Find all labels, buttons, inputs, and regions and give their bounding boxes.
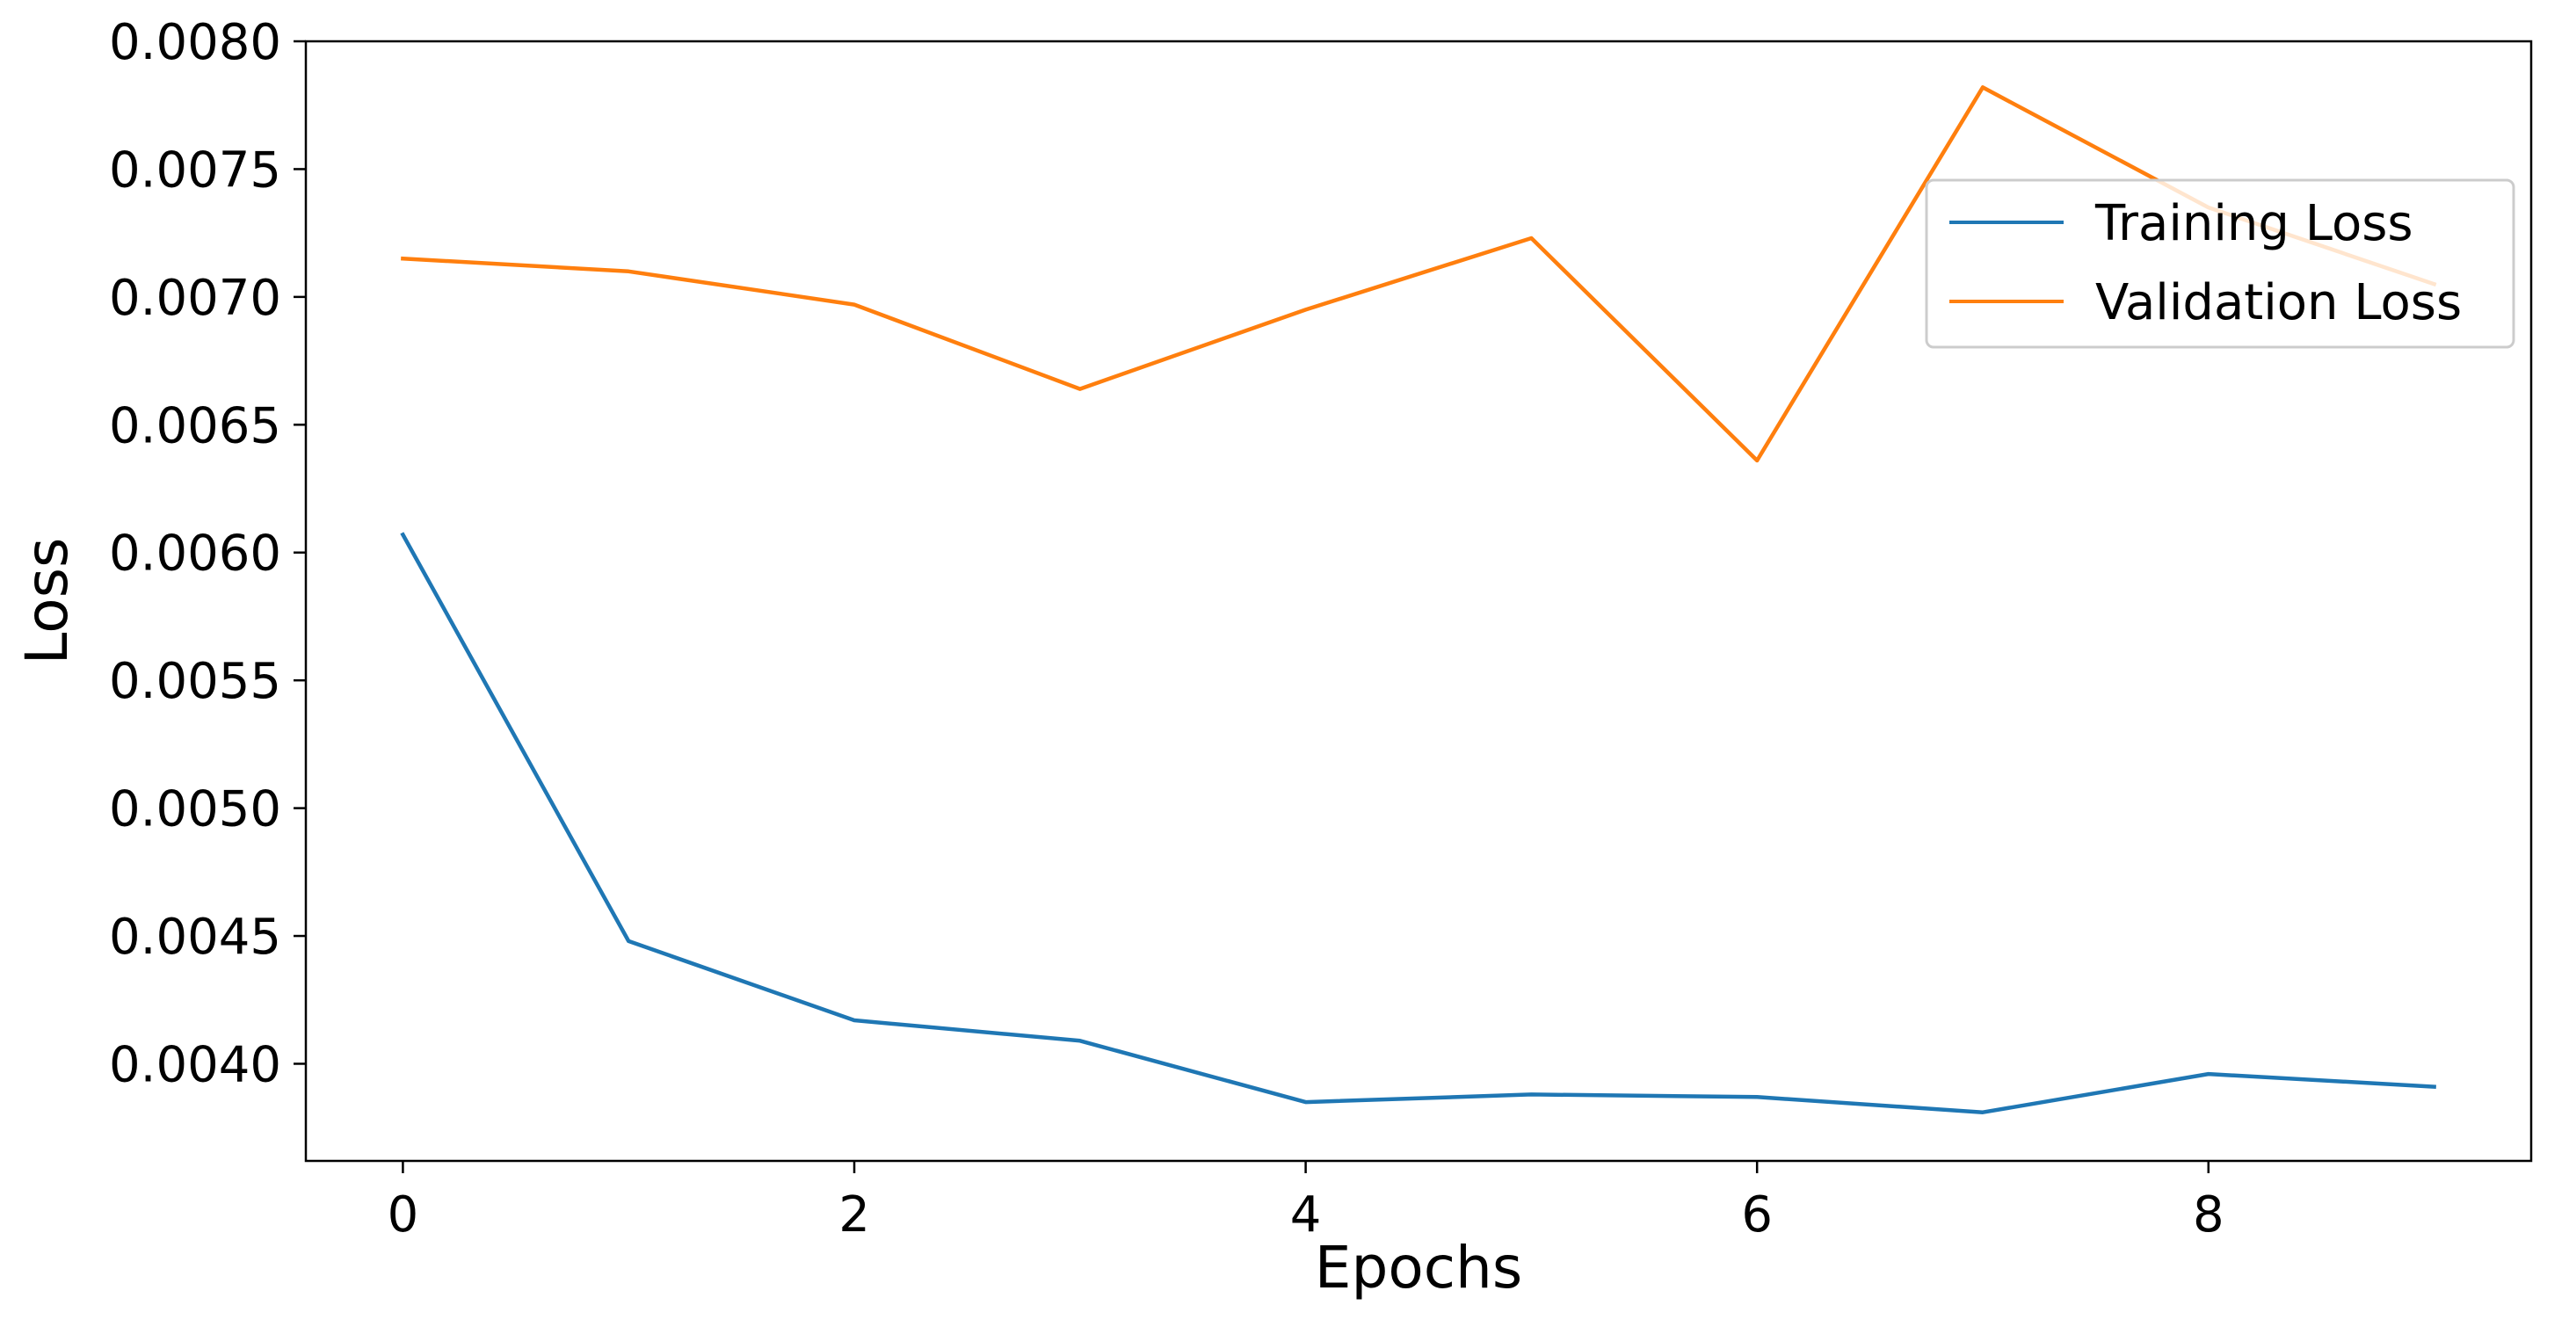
x-tick-label: 8 [2193, 1186, 2224, 1244]
series-line-training-loss [400, 532, 2436, 1114]
y-axis-ticks: 0.0040 0.0045 0.0050 0.0055 0.0060 0.0065 0.00… [109, 14, 306, 1093]
x-axis-ticks: 0 2 4 6 8 [388, 1161, 2224, 1244]
y-tick-label: 0.0080 [109, 14, 281, 71]
y-tick-label: 0.0045 [109, 909, 281, 966]
legend-label-training-loss: Training Loss [2094, 195, 2413, 252]
y-tick-label: 0.0050 [109, 781, 281, 838]
x-tick-label: 4 [1290, 1186, 1322, 1244]
x-tick-label: 0 [388, 1186, 419, 1244]
x-tick-label: 6 [1741, 1186, 1773, 1244]
axes-frame [304, 40, 2533, 1163]
y-tick-label: 0.0055 [109, 653, 281, 710]
x-tick-label: 2 [838, 1186, 870, 1244]
axes-spines [304, 40, 2533, 1163]
legend: Training Loss Validation Loss [1925, 178, 2515, 349]
legend-box [1925, 178, 2515, 349]
y-tick-label: 0.0040 [109, 1036, 281, 1093]
y-axis-label: Loss [13, 538, 81, 665]
y-tick-label: 0.0075 [109, 141, 281, 199]
y-tick-label: 0.0060 [109, 526, 281, 583]
x-axis-label: Epochs [1315, 1234, 1522, 1302]
series-layer [400, 85, 2437, 1114]
y-tick-label: 0.0070 [109, 270, 281, 327]
legend-label-validation-loss: Validation Loss [2095, 274, 2462, 331]
series-line-validation-loss [401, 85, 2437, 463]
y-tick-label: 0.0065 [109, 397, 281, 454]
